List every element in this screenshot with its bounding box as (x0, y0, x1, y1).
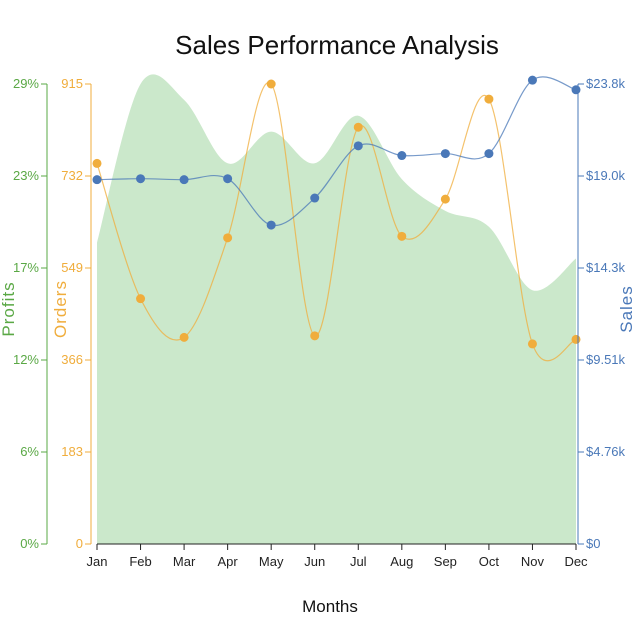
orders-point-oct (484, 94, 494, 104)
x-tick-label: Jul (350, 554, 367, 569)
orders-line (96, 82, 577, 362)
sales-tick-label: $19.0k (586, 168, 626, 183)
chart-title: Sales Performance Analysis (175, 30, 499, 60)
profits-tick-label: 12% (13, 352, 39, 367)
orders-point-mar (179, 332, 189, 342)
orders-point-feb (136, 294, 146, 304)
x-tick-label: Dec (564, 554, 588, 569)
sales-tick-label: $9.51k (586, 352, 626, 367)
x-axis-title: Months (302, 597, 358, 616)
orders-tick-label: 732 (61, 168, 83, 183)
orders-point-dec (571, 334, 581, 344)
profits-axis-title: Profits (0, 281, 18, 336)
sales-point-oct (484, 149, 494, 159)
sales-point-aug (397, 151, 407, 161)
x-tick-label: Nov (521, 554, 545, 569)
orders-axis-title: Orders (51, 280, 70, 338)
profits-area (97, 74, 576, 544)
sales-point-dec (571, 85, 581, 95)
x-tick-label: Oct (479, 554, 500, 569)
orders-point-jun (310, 331, 320, 341)
sales-point-jul (353, 141, 363, 151)
sales-point-apr (223, 174, 233, 184)
orders-point-nov (527, 339, 537, 349)
orders-point-sep (440, 194, 450, 204)
profits-tick-label: 23% (13, 168, 39, 183)
x-tick-label: Mar (173, 554, 196, 569)
sales-point-may (266, 220, 276, 230)
x-tick-label: Aug (390, 554, 413, 569)
orders-tick-label: 183 (61, 444, 83, 459)
orders-point-may (266, 79, 276, 89)
sales-tick-label: $23.8k (586, 76, 626, 91)
orders-point-jul (353, 122, 363, 132)
x-tick-label: Jun (304, 554, 325, 569)
sales-tick-label: $14.3k (586, 260, 626, 275)
orders-tick-label: 549 (61, 260, 83, 275)
orders-tick-label: 0 (76, 536, 83, 551)
x-tick-label: Feb (129, 554, 151, 569)
x-tick-label: May (259, 554, 284, 569)
x-tick-label: Sep (434, 554, 457, 569)
orders-tick-label: 366 (61, 352, 83, 367)
profits-tick-label: 6% (20, 444, 39, 459)
orders-point-apr (223, 233, 233, 243)
plot-area: Jan Feb Mar Apr May Jun Jul Aug Sep Oct Nov Dec 0% 6%… (0, 74, 636, 569)
orders-point-jan (92, 158, 102, 168)
sales-point-mar (179, 175, 189, 185)
sales-point-feb (136, 174, 146, 184)
orders-tick-label: 915 (61, 76, 83, 91)
x-tick-label: Apr (218, 554, 239, 569)
profits-tick-label: 29% (13, 76, 39, 91)
sales-point-jan (92, 175, 102, 185)
sales-axis-title: Sales (617, 285, 636, 333)
sales-point-nov (527, 75, 537, 85)
x-tick-label: Jan (87, 554, 108, 569)
profits-tick-label: 17% (13, 260, 39, 275)
profits-tick-label: 0% (20, 536, 39, 551)
sales-point-sep (440, 149, 450, 159)
sales-point-jun (310, 193, 320, 203)
sales-tick-label: $4.76k (586, 444, 626, 459)
orders-point-aug (397, 231, 407, 241)
sales-tick-label: $0 (586, 536, 600, 551)
